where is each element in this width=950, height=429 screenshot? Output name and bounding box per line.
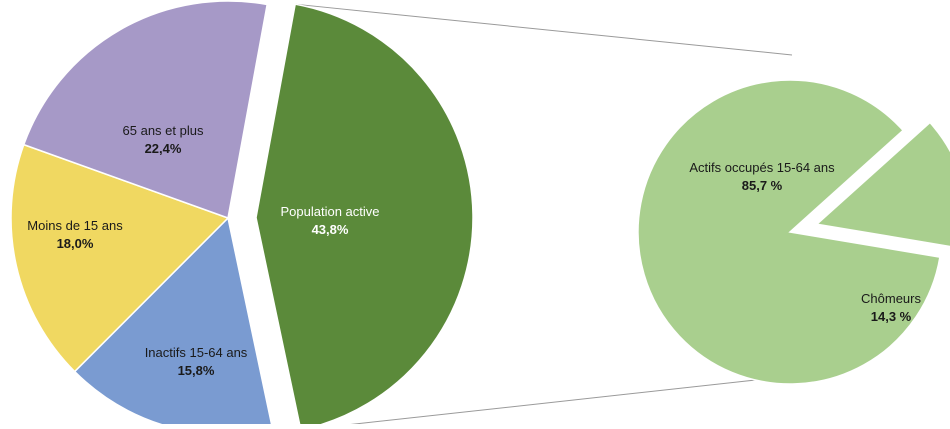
connector-lines — [295, 3, 793, 429]
pie-slice-moins-de-15-ans — [10, 143, 230, 373]
label-65-plus-name: 65 ans et plus — [123, 123, 204, 138]
label-moins-15-value: 18,0% — [57, 236, 94, 251]
label-65-plus-value: 22,4% — [145, 141, 182, 156]
pie-slice-population-active — [255, 3, 474, 429]
label-inactifs-value: 15,8% — [178, 363, 215, 378]
label-moins-15-name: Moins de 15 ans — [27, 218, 123, 233]
label-chomeurs-value: 14,3 % — [871, 309, 912, 324]
sub-pie — [637, 79, 950, 385]
label-actifs-occupes-name: Actifs occupés 15-64 ans — [689, 160, 835, 175]
connector-line-bottom — [304, 375, 793, 429]
pie-slice-chomeurs — [815, 121, 950, 248]
pie-slice-65-ans-et-plus — [22, 0, 269, 220]
label-population-active-name: Population active — [280, 204, 379, 219]
main-pie — [10, 0, 474, 429]
label-inactifs-name: Inactifs 15-64 ans — [145, 345, 248, 360]
label-chomeurs-name: Chômeurs — [861, 291, 921, 306]
pie-slice-actifs-occupes-15-64-ans — [637, 79, 941, 385]
label-population-active-value: 43,8% — [312, 222, 349, 237]
label-actifs-occupes-value: 85,7 % — [742, 178, 783, 193]
connector-line-top — [295, 3, 793, 56]
